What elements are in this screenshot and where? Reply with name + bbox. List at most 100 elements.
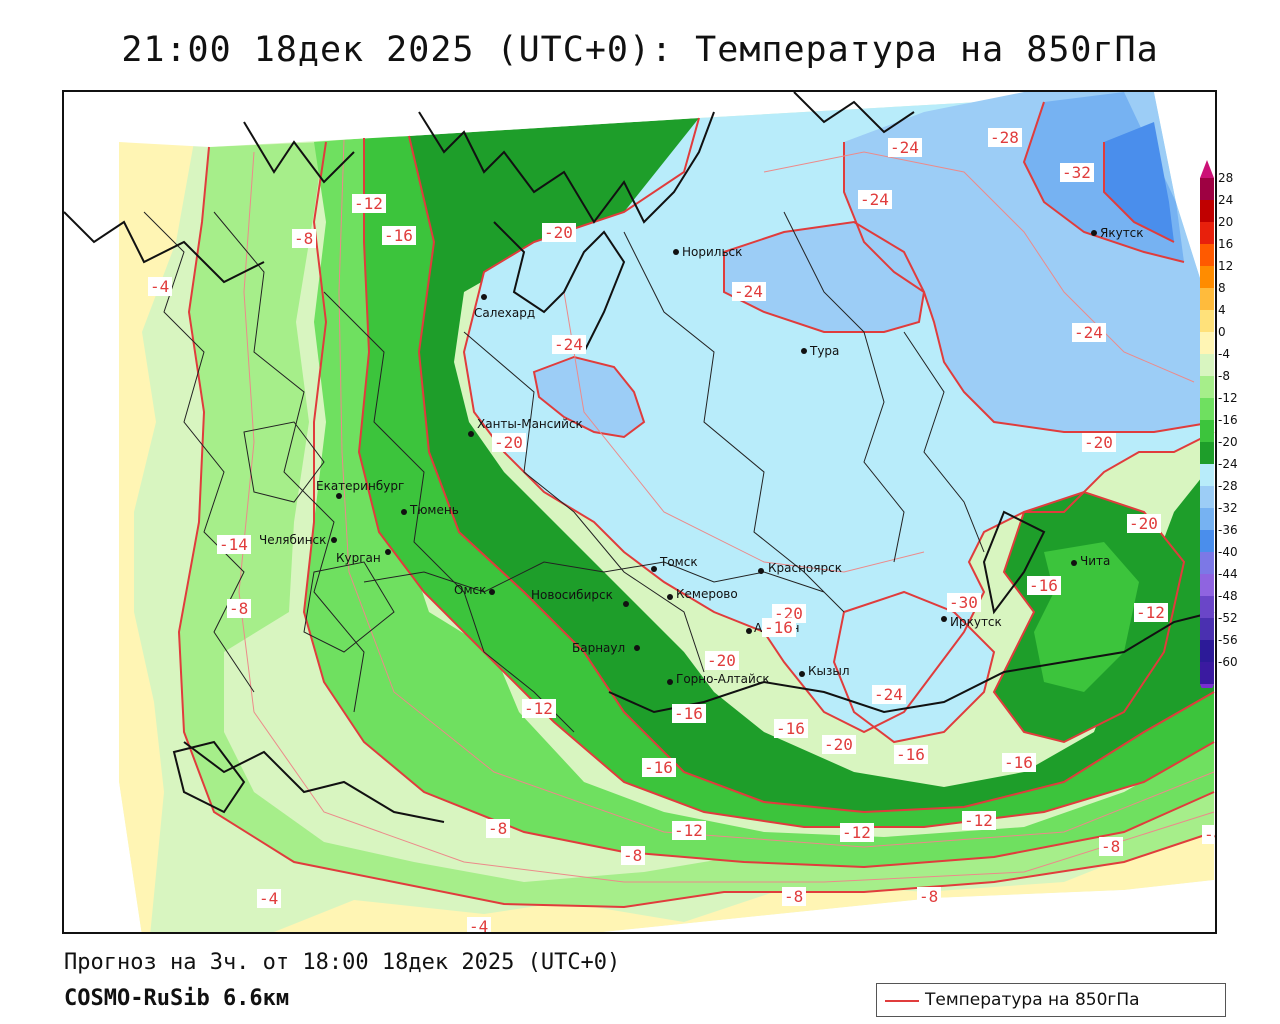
isotherm-label: -16 [1027,576,1061,595]
city-novosibirsk[interactable]: Новосибирск [531,588,629,607]
isotherm-label: -12 [962,811,996,830]
scale-tick-label: -32 [1218,501,1238,515]
svg-text:-12: -12 [524,699,553,718]
isotherm-label: -12 [840,823,874,842]
city-tura[interactable]: Тура [801,344,839,358]
svg-text:-12: -12 [674,821,703,840]
scale-swatch [1200,200,1214,222]
city-yekaterinburg[interactable]: Екатеринбург [316,479,404,499]
scale-swatch [1200,442,1214,464]
scale-tick-label: 16 [1218,237,1233,251]
svg-text:-20: -20 [707,651,736,670]
city-chelyabinsk[interactable]: Челябинск [259,533,337,547]
city-norilsk[interactable]: Норильск [673,245,742,259]
isotherm-label: -4 [467,917,491,934]
city-label: Тура [809,344,839,358]
svg-text:-8: -8 [919,887,938,906]
isotherm-label: -8 [782,887,806,906]
region-borders [143,211,985,733]
city-kurgan[interactable]: Курган [336,549,391,565]
isotherm-label: -16 [1002,753,1036,772]
city-label: Салехард [474,306,535,320]
city-tyumen[interactable]: Тюмень [401,503,459,517]
isotherm-label: -20 [705,651,739,670]
isotherm-label: -16 [672,704,706,723]
city-krasnoyarsk[interactable]: Красноярск [758,561,842,575]
city-label: Якутск [1100,226,1144,240]
scale-tick-label: 28 [1218,171,1233,185]
svg-text:-16: -16 [896,745,925,764]
map-frame[interactable]: Норильск Якутск Салехард Тура Ханты-Манс… [62,90,1217,934]
scale-swatch [1200,266,1214,288]
model-name: COSMO-RuSib 6.6км [64,986,290,1011]
isotherm-label: -16 [774,719,808,738]
color-scale: 28 24 20 16 12 8 4 0 -4 -8 -12 -16 -20 -24 -28 -32 -36 -4… [1200,160,1238,688]
svg-text:-24: -24 [554,335,583,354]
scale-swatch [1200,222,1214,244]
isotherm-label: -20 [542,223,576,242]
city-label: Новосибирск [531,588,613,602]
svg-text:-16: -16 [1029,576,1058,595]
city-label: Горно-Алтайск [676,672,770,686]
city-omsk[interactable]: Омск [454,583,495,597]
svg-text:-30: -30 [949,593,978,612]
scale-swatch [1200,354,1214,376]
scale-tick-label: 0 [1218,325,1226,339]
scale-swatch [1200,310,1214,332]
city-label: Омск [454,583,486,597]
scale-swatch [1200,464,1214,486]
isotherm-label: -12 [352,194,386,213]
isotherm-label: -28 [988,128,1022,147]
city-yakutsk[interactable]: Якутск [1091,226,1144,240]
isotherm-label: -32 [1060,163,1094,182]
city-salekhard[interactable]: Салехард [474,294,535,320]
scale-tick-label: 4 [1218,303,1226,317]
scale-tick-label: -16 [1218,413,1238,427]
scale-swatch [1200,618,1214,640]
city-irkutsk[interactable]: Иркутск [941,615,1002,629]
city-label: Екатеринбург [316,479,404,493]
svg-text:-20: -20 [1129,514,1158,533]
forecast-info: Прогноз на 3ч. от 18:00 18дек 2025 (UTC+… [64,950,621,975]
city-label: Томск [659,555,698,569]
city-label: Кемерово [676,587,738,601]
city-label: Курган [336,551,381,565]
svg-text:-8: -8 [623,846,642,865]
scale-tick-label: -56 [1218,633,1238,647]
svg-text:-4: -4 [150,277,169,296]
city-barnaul[interactable]: Барнаул [572,641,640,655]
scale-swatch [1200,574,1214,596]
svg-text:-8: -8 [488,819,507,838]
city-label: Барнаул [572,641,625,655]
isotherm-labels: -24-28-32-24-12-16 -20-8-4 -24-24-24-20 -20… [148,128,1215,934]
temperature-map[interactable]: Норильск Якутск Салехард Тура Ханты-Манс… [64,92,1217,934]
svg-text:-4: -4 [469,917,488,934]
scale-tick-label: -52 [1218,611,1238,625]
isotherm-label: -16 [762,618,796,637]
scale-swatch [1200,398,1214,420]
minor-isotherms [238,139,1215,883]
isotherm-label: -16 [642,758,676,777]
scale-tick-label: 12 [1218,259,1233,273]
city-tomsk[interactable]: Томск [651,555,698,572]
scale-tick-label: 8 [1218,281,1226,295]
scale-tick-label: -60 [1218,655,1238,669]
city-gorno-altaysk[interactable]: Горно-Алтайск [667,672,770,686]
city-kemerovo[interactable]: Кемерово [667,587,738,601]
isotherm-label: -14 [217,535,251,554]
isotherm-label: -4 [148,277,172,296]
svg-text:-28: -28 [990,128,1019,147]
legend: Температура на 850гПа [876,983,1226,1017]
scale-swatch [1200,640,1214,662]
isotherm-label: -20 [1127,514,1161,533]
city-chita[interactable]: Чита [1071,554,1110,568]
isotherm-label: -24 [858,190,892,209]
city-khanty-mansiysk[interactable]: Ханты-Мансийск [468,417,583,437]
svg-text:-12: -12 [964,811,993,830]
svg-text:-32: -32 [1062,163,1091,182]
scale-tick-label: -4 [1218,347,1230,361]
scale-swatch [1200,376,1214,398]
city-kyzyl[interactable]: Кызыл [799,664,850,678]
scale-top-arrow [1200,160,1214,178]
isotherm-label: -12 [1134,603,1168,622]
